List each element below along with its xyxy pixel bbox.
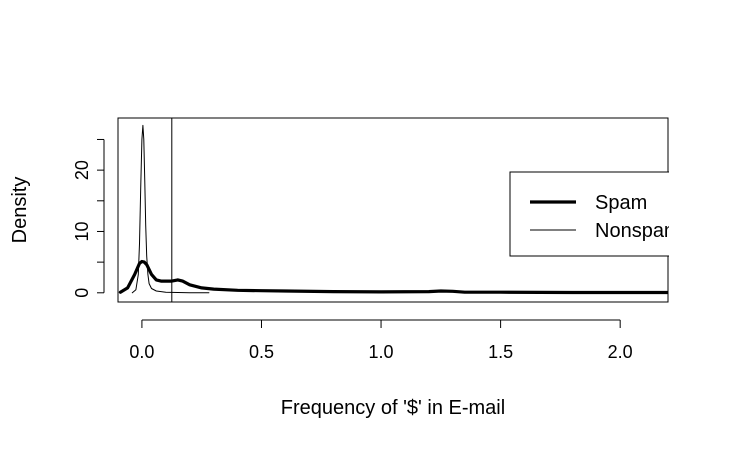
series-line-nonspam [131,124,210,294]
x-tick-label: 0.0 [129,342,154,362]
axes: 0.0 0.5 1.0 1.5 2.0 0 10 20 [72,138,633,362]
x-tick-label: 0.5 [249,342,274,362]
plot-area [118,118,668,302]
x-tick-label: 1.0 [369,342,394,362]
y-tick-label: 20 [72,160,92,180]
legend: Spam Nonspam [509,171,681,257]
x-tick-label: 1.5 [488,342,513,362]
y-tick-label: 0 [72,288,92,298]
x-tick-label: 2.0 [608,342,633,362]
x-axis-title: Frequency of '$' in E-mail [281,397,505,419]
y-axis-title: Density [9,177,31,244]
legend-box [509,171,669,257]
legend-label-nonspam: Nonspam [595,220,681,242]
y-tick-label: 10 [72,221,92,241]
legend-label-spam: Spam [595,192,647,214]
series-line-spam [118,259,668,295]
